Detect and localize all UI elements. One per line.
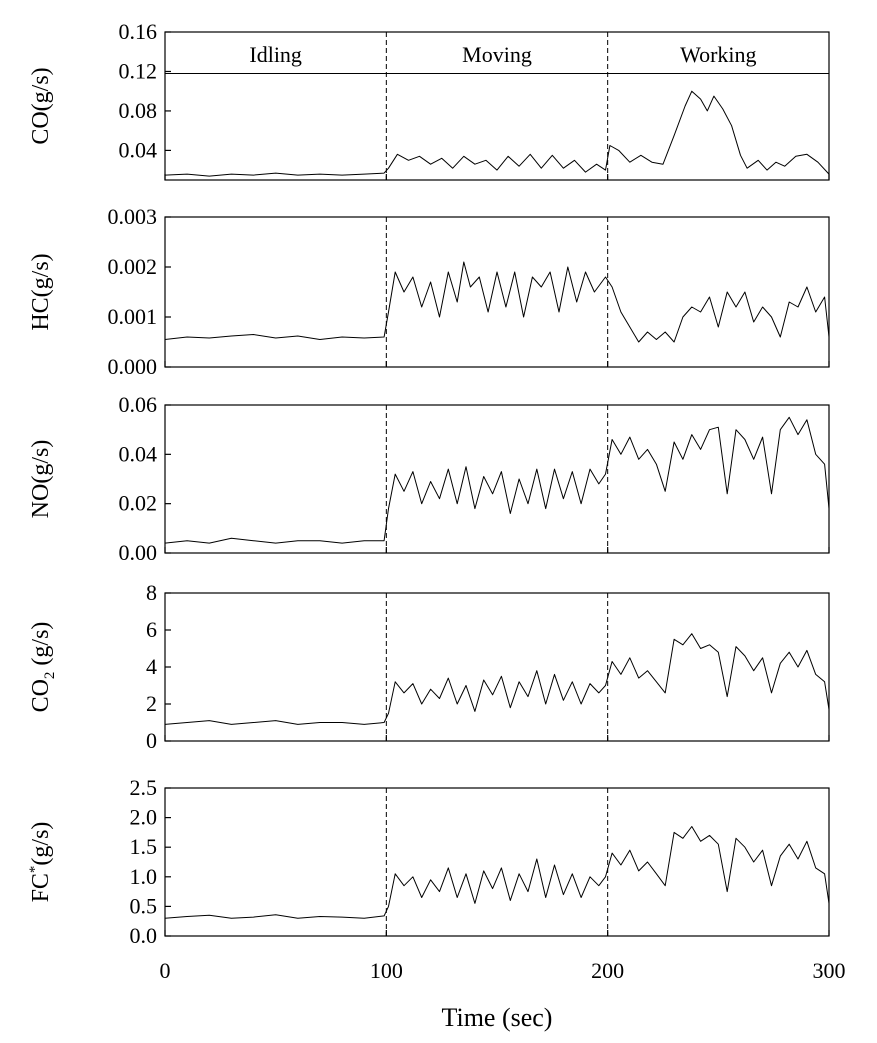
y-tick-label-no-1: 0.02 — [119, 491, 158, 516]
y-axis-label-unit-fc: (g/s) — [28, 822, 54, 866]
y-tick-label-co-0: 0.04 — [119, 137, 158, 162]
plot-frame-co — [164, 31, 830, 181]
y-tick-label-fc-1: 0.5 — [130, 893, 158, 918]
phase-label-working: Working — [680, 42, 756, 67]
y-tick-label-no-0: 0.00 — [119, 540, 158, 565]
y-tick-label-hc-1: 0.001 — [108, 304, 158, 329]
y-tick-label-co2-4: 8 — [146, 580, 157, 605]
y-axis-label-co: CO(g/s) — [28, 67, 54, 144]
x-tick-label-3: 300 — [813, 958, 846, 983]
phase-label-idling: Idling — [249, 42, 302, 67]
y-tick-label-hc-0: 0.000 — [108, 354, 158, 379]
x-tick-label-1: 100 — [370, 958, 403, 983]
series-line-co2 — [164, 633, 830, 725]
y-tick-label-hc-3: 0.003 — [108, 204, 158, 229]
y-axis-label-fc: FC*(g/s) — [27, 822, 54, 903]
plot-frame-fc — [164, 787, 830, 937]
y-tick-label-co2-3: 6 — [146, 617, 157, 642]
y-axis-label-hc: HC(g/s) — [28, 253, 54, 330]
series-line-hc — [164, 261, 830, 343]
y-tick-label-co2-2: 4 — [146, 654, 157, 679]
y-tick-label-hc-2: 0.002 — [108, 254, 158, 279]
y-axis-label-base-co2: CO — [28, 679, 54, 712]
panel-co: 0.04 0.08 0.12 0.16 CO(g/s) Idling Moving Worki… — [28, 19, 830, 181]
y-tick-label-fc-5: 2.5 — [130, 775, 158, 800]
series-line-no — [164, 416, 830, 544]
y-tick-label-fc-4: 2.0 — [130, 805, 158, 830]
y-tick-label-co2-0: 0 — [146, 728, 157, 753]
y-axis-label-script-co2: 2 — [42, 672, 58, 680]
phase-label-moving: Moving — [462, 42, 532, 67]
x-axis-label: Time (sec) — [442, 1003, 553, 1032]
y-tick-label-no-2: 0.04 — [119, 441, 158, 466]
panel-hc: 0.000 0.001 0.002 0.003 HC(g/s) — [28, 204, 830, 379]
x-tick-label-0: 0 — [160, 958, 171, 983]
y-tick-label-co-2: 0.12 — [119, 58, 158, 83]
plot-frame-co2 — [164, 592, 830, 742]
y-tick-label-co-1: 0.08 — [119, 98, 158, 123]
y-tick-label-fc-3: 1.5 — [130, 834, 158, 859]
plot-frame-hc — [164, 216, 830, 368]
y-axis-label-base-fc: FC — [28, 873, 54, 902]
panel-no: 0.00 0.02 0.04 0.06 NO(g/s) — [28, 392, 830, 565]
y-axis-label-no: NO(g/s) — [28, 440, 54, 519]
y-axis-label-unit-co2: (g/s) — [28, 622, 54, 672]
y-tick-label-co2-1: 2 — [146, 691, 157, 716]
series-line-co — [164, 90, 830, 177]
series-line-fc — [164, 826, 830, 919]
y-tick-label-fc-0: 0.0 — [130, 923, 158, 948]
y-tick-label-fc-2: 1.0 — [130, 864, 158, 889]
y-tick-label-co-3: 0.16 — [119, 19, 158, 44]
y-axis-label-script-fc: * — [27, 866, 43, 874]
panel-fc: 0.0 0.5 1.0 1.5 2.0 2.5 FC*(g/s) — [27, 775, 830, 948]
x-tick-label-2: 200 — [591, 958, 624, 983]
y-tick-label-no-3: 0.06 — [119, 392, 158, 417]
y-axis-label-co2: CO2 (g/s) — [28, 622, 58, 713]
plot-frame-no — [164, 404, 830, 554]
